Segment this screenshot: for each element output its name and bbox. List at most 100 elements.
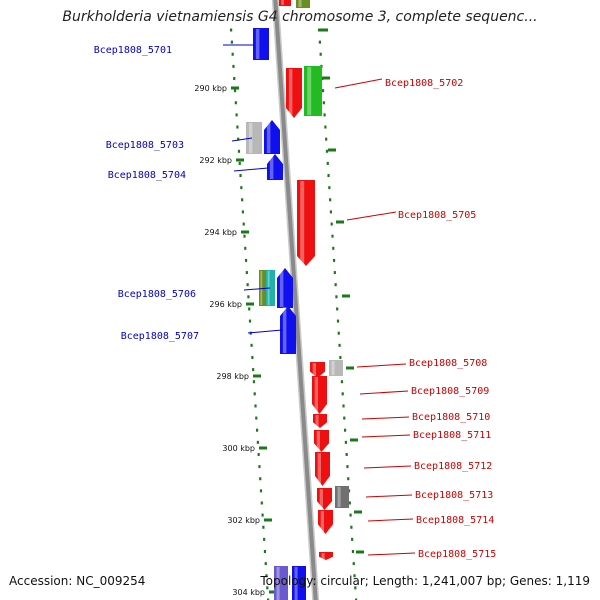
kbp-tick-label: 296 kbp (209, 300, 242, 309)
track-dot (255, 416, 258, 420)
track-dot (327, 174, 330, 178)
minor-tick-mark (354, 510, 362, 514)
label-leader-line (233, 167, 269, 172)
gene-Bcep1808_5708 (310, 362, 325, 378)
label-leader-line (247, 329, 283, 334)
kbp-tick-mark (253, 374, 261, 378)
label-leader-line (363, 465, 412, 469)
kbp-tick-label: 298 kbp (216, 372, 249, 381)
track-dot (238, 161, 241, 165)
gene-Bcep1808_5714-highlight (320, 511, 324, 533)
gene-Bcep1808_5702-highlight (288, 69, 293, 117)
kbp-tick-mark (259, 446, 267, 450)
kbp-tick-mark (269, 590, 277, 594)
gene-outer-green-highlight (307, 67, 312, 115)
gene-inner-violet (274, 566, 288, 600)
label-leader-line (231, 137, 253, 142)
gene-Bcep1808_5709-highlight (314, 377, 318, 413)
track-dot (322, 101, 325, 105)
track-dot (243, 234, 246, 238)
gene-Bcep1808_5714 (318, 510, 333, 534)
gene-label-Bcep1808_5711: Bcep1808_5711 (413, 430, 491, 441)
track-dot (346, 465, 349, 469)
track-dot (232, 64, 235, 68)
gene-partial-top-red-highlight (281, 0, 284, 5)
track-dot (247, 295, 250, 299)
label-leader-line (346, 211, 397, 221)
track-dot (234, 101, 237, 105)
track-dot (338, 343, 341, 347)
track-dot (342, 404, 345, 408)
track-dot (325, 137, 328, 141)
track-dot (244, 246, 247, 250)
kbp-tick-mark (236, 158, 244, 162)
track-dot (252, 380, 256, 384)
track-dot (233, 77, 236, 81)
track-dot (231, 52, 234, 56)
gene-outer-gray (329, 360, 343, 376)
track-dot (246, 283, 249, 287)
label-leader-line (359, 390, 409, 395)
track-dot (263, 549, 267, 553)
gene-inner-gray (246, 122, 262, 154)
gene-Bcep1808_5712-highlight (317, 453, 321, 485)
track-dot (258, 465, 261, 469)
track-dot (239, 174, 242, 178)
track-dot (329, 210, 333, 214)
track-dot (349, 513, 352, 517)
minor-tick-mark (356, 550, 364, 554)
track-dot (347, 477, 350, 481)
label-leader-line (334, 78, 383, 89)
track-dot (241, 210, 245, 214)
track-dot (340, 380, 344, 384)
label-leader-line (361, 416, 410, 420)
track-dot (332, 246, 335, 250)
gene-Bcep1808_5712 (315, 452, 330, 486)
gene-label-Bcep1808_5704: Bcep1808_5704 (108, 170, 186, 181)
accession-label: Accession: NC_009254 (9, 574, 146, 588)
label-leader-line (361, 434, 411, 438)
gene-inner-blue-bottom (292, 566, 306, 600)
gene-Bcep1808_5707 (280, 306, 296, 354)
gene-Bcep1808_5710 (313, 414, 327, 428)
track-dot (334, 283, 337, 287)
track-dot (256, 440, 259, 444)
track-dot (248, 307, 251, 311)
backbone-line (273, 0, 318, 600)
gene-partial-top-olive-highlight (298, 0, 302, 7)
gene-Bcep1808_5711 (314, 430, 329, 452)
track-dot (255, 428, 259, 432)
gene-partial-top-red (279, 0, 291, 6)
track-dot (261, 513, 264, 517)
minor-tick-mark (336, 220, 344, 224)
track-dot (230, 40, 233, 44)
track-dot (254, 404, 257, 408)
gene-Bcep1808_5707-highlight (282, 307, 287, 353)
gene-label-Bcep1808_5701: Bcep1808_5701 (94, 45, 172, 56)
track-dot (319, 52, 322, 56)
track-dot (323, 113, 326, 117)
gene-Bcep1808_5702 (286, 68, 302, 118)
gene-label-Bcep1808_5702: Bcep1808_5702 (385, 78, 463, 89)
gene-outer-dark-gray (335, 486, 349, 508)
gene-label-Bcep1808_5712: Bcep1808_5712 (414, 461, 492, 472)
track-dot (240, 186, 243, 190)
track-dot (345, 452, 348, 456)
track-dot (233, 89, 237, 93)
track-dot (251, 355, 254, 359)
gene-inner-olive (259, 270, 267, 306)
track-dot (237, 149, 241, 153)
track-dot (348, 501, 351, 505)
track-dot (245, 271, 248, 275)
map-title: Burkholderia vietnamiensis G4 chromosome… (62, 9, 538, 25)
track-dot (318, 40, 321, 44)
gene-outer-green (304, 66, 322, 116)
label-leader-line (367, 518, 414, 522)
track-dot (267, 598, 270, 600)
track-dot (336, 307, 339, 311)
gene-Bcep1808_5709 (312, 376, 327, 414)
gene-label-Bcep1808_5707: Bcep1808_5707 (121, 331, 199, 342)
track-dot (324, 125, 327, 129)
